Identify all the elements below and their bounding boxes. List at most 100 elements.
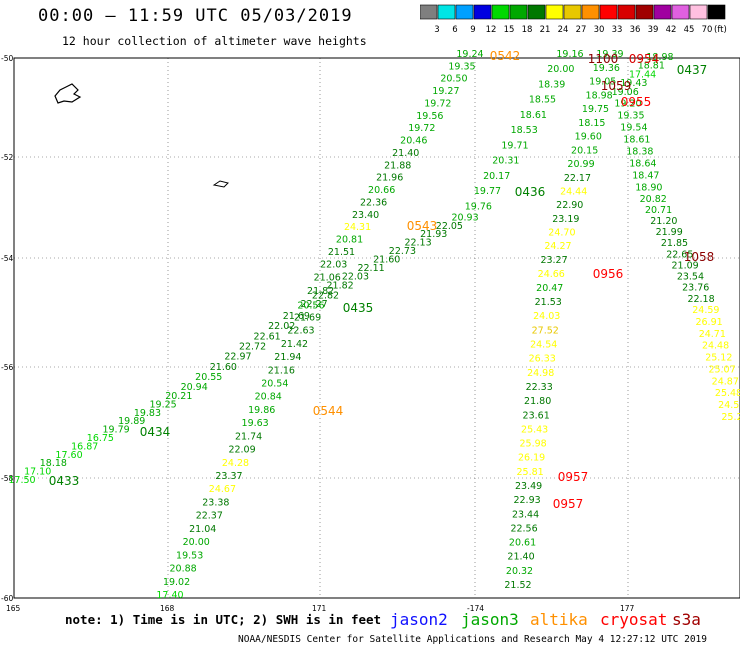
map-subtitle: 12 hour collection of altimeter wave hei…	[62, 34, 367, 48]
legend-swatch	[437, 4, 456, 20]
wave-height-label: 24.44	[560, 187, 587, 198]
wave-height-label: 19.43	[620, 78, 647, 89]
wave-height-label: 21.09	[672, 260, 699, 271]
wave-height-label: 21.74	[235, 431, 262, 442]
wave-height-label: 25.98	[520, 439, 547, 450]
wave-height-label: 21.96	[376, 173, 403, 184]
legend-swatch	[581, 4, 600, 20]
wave-height-label: 25.48	[715, 388, 740, 399]
wave-height-label: 22.18	[687, 294, 714, 305]
legend-swatch	[420, 4, 438, 20]
wave-height-label: 20.93	[451, 212, 478, 223]
wave-height-label: 21.06	[314, 273, 341, 284]
wave-height-label: 19.83	[134, 408, 161, 419]
wave-height-label: 19.36	[593, 63, 620, 74]
wave-height-label: 24.87	[712, 376, 739, 387]
wave-height-label: 19.53	[176, 550, 203, 561]
wave-height-label: 22.56	[510, 523, 537, 534]
credit-line: NOAA/NESDIS Center for Satellite Applica…	[238, 634, 707, 645]
wave-height-label: 19.76	[465, 201, 492, 212]
wave-height-label: 20.99	[567, 159, 594, 170]
map-frame	[13, 57, 740, 599]
legend-swatch	[545, 4, 564, 20]
wave-height-label: 16.75	[87, 433, 114, 444]
wave-height-label: 25.43	[521, 424, 548, 435]
legend-swatch	[689, 4, 708, 20]
wave-height-label: 20.46	[400, 136, 427, 147]
wave-height-label: 23.76	[682, 283, 709, 294]
wave-height-label: 18.61	[520, 110, 547, 121]
wave-height-label: 21.88	[384, 160, 411, 171]
wave-height-label: 24.67	[209, 484, 236, 495]
legend-cryosat: cryosat	[600, 610, 668, 629]
time-stamp-label: 1058	[684, 250, 715, 264]
wave-height-label: 21.40	[392, 148, 419, 159]
footer-note: note: 1) Time is in UTC; 2) SWH is in fe…	[65, 612, 382, 627]
time-stamp-label: 0434	[140, 425, 171, 439]
wave-height-label: 18.98	[586, 90, 613, 101]
legend-swatch-label: 70	[702, 25, 713, 35]
legend-swatch-label: 12	[486, 25, 497, 35]
wave-height-label: 18.53	[511, 125, 538, 136]
wave-height-label: 19.27	[432, 86, 459, 97]
lon-tick-label: -174	[467, 604, 484, 613]
lat-tick-label: -54	[1, 254, 13, 263]
wave-height-label: 19.20	[614, 99, 641, 110]
wave-height-label: 22.33	[526, 382, 553, 393]
wave-height-label: 18.38	[626, 147, 653, 158]
wave-height-label: 19.02	[163, 577, 190, 588]
legend-swatch	[617, 4, 636, 20]
lon-tick-label: 165	[6, 604, 21, 613]
wave-height-label: 19.79	[102, 425, 129, 436]
wave-height-label: 18.81	[638, 61, 665, 72]
legend-swatch-label: 27	[576, 25, 587, 35]
wave-height-label: 19.06	[612, 87, 639, 98]
wave-height-label: 19.35	[617, 111, 644, 122]
wave-height-label: 22.03	[320, 260, 347, 271]
wave-height-label: 21.60	[373, 255, 400, 266]
wave-height-label: 24.59	[692, 305, 719, 316]
wave-height-label: 19.35	[448, 61, 475, 72]
wave-height-label: 22.11	[357, 263, 384, 274]
legend-unit: (ft)	[714, 25, 727, 35]
wave-height-label: 21.40	[507, 552, 534, 563]
wave-height-label: 22.90	[556, 200, 583, 211]
map-title: 00:00 – 11:59 UTC 05/03/2019	[38, 6, 353, 26]
legend-swatch-label: 6	[452, 25, 457, 35]
wave-height-label: 23.27	[540, 255, 567, 266]
wave-height-label: 27.52	[532, 325, 559, 336]
island-outline	[212, 180, 229, 188]
legend-swatch	[563, 4, 582, 20]
lon-tick-label: 168	[160, 604, 175, 613]
wave-height-label: 24.66	[538, 269, 565, 280]
wave-height-label: 22.27	[300, 299, 327, 310]
wave-height-label: 19.25	[150, 399, 177, 410]
lat-tick-label: -52	[1, 153, 13, 162]
wave-height-label: 20.31	[492, 156, 519, 167]
wave-height-label: 20.15	[571, 145, 598, 156]
wave-height-label: 17.50	[8, 475, 35, 486]
legend-swatch-label: 45	[684, 25, 695, 35]
wave-height-label: 18.47	[632, 170, 659, 181]
time-stamp-label: 0544	[313, 404, 344, 418]
wave-height-label: 17.40	[156, 590, 183, 601]
wave-height-label: 20.50	[440, 74, 467, 85]
lat-tick-label: -50	[1, 54, 13, 63]
wave-height-label: 21.99	[656, 227, 683, 238]
wave-height-label: 24.31	[344, 222, 371, 233]
wave-height-label: 19.89	[118, 416, 145, 427]
wave-height-label: 22.17	[564, 173, 591, 184]
wave-height-label: 21.42	[281, 339, 308, 350]
wave-height-label: 24.70	[548, 228, 575, 239]
wave-height-label: 18.39	[538, 79, 565, 90]
wave-height-label: 21.51	[328, 247, 355, 258]
wave-height-label: 16.87	[71, 441, 98, 452]
wave-height-label: 20.88	[169, 564, 196, 575]
time-stamp-label: 1059	[601, 79, 632, 93]
wave-height-label: 18.98	[646, 52, 673, 63]
wave-height-label: 22.73	[389, 246, 416, 257]
wave-height-label: 26.19	[518, 453, 545, 464]
time-stamp-label: 0435	[343, 301, 374, 315]
wave-height-label: 17.60	[55, 450, 82, 461]
